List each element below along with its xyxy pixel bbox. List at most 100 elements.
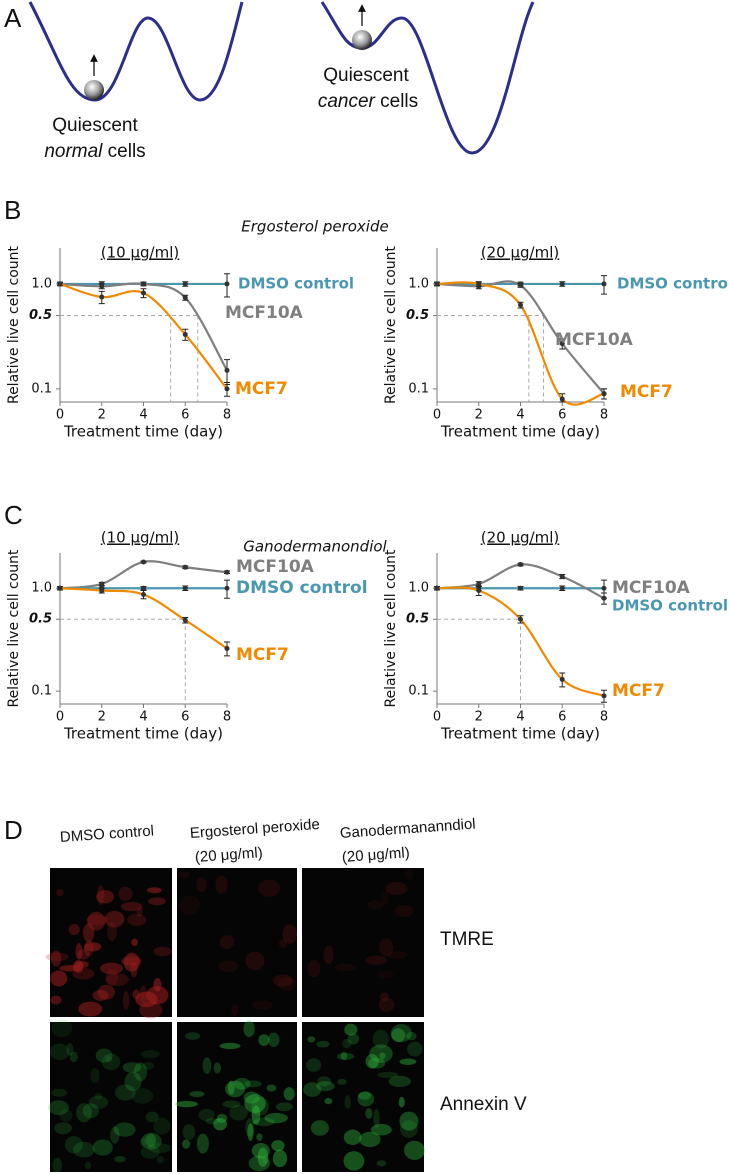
cell-signal [136,906,143,917]
micrograph [177,1022,297,1172]
series-line [436,563,605,600]
cell-signal [399,1120,418,1138]
cell-signal [140,1050,160,1059]
cell-signal [379,938,394,957]
cell-signal [59,1109,73,1122]
cell-signal [56,888,64,897]
cell-signal [340,1051,348,1060]
cell-signal [87,911,106,931]
cell-signal [90,1068,100,1084]
cell-signal [357,1091,375,1107]
x-tick-label: 8 [223,408,231,423]
cell-signal [283,1087,295,1101]
series-label: DMSO control [617,275,729,293]
data-point [182,585,188,591]
column-label: Ganodermananndiol [339,816,476,842]
y-tick-label: 0.5 [406,308,429,323]
data-point [141,585,146,591]
cell-signal [307,960,321,978]
data-point [224,569,230,575]
cell-signal [77,949,90,960]
data-point [224,386,230,392]
x-tick-label: 4 [139,408,147,423]
cell-signal [156,1156,164,1164]
cell-signal [198,1108,215,1122]
cell-signal [95,1048,113,1063]
energy-landscape [28,1,244,102]
landscape-label: cancer cells [318,91,418,112]
cell-signal [131,1088,154,1104]
cell-signal [54,1122,73,1135]
data-point [601,391,607,397]
cell-signal [123,952,140,972]
cell-signal [390,1024,412,1043]
data-point [182,331,188,337]
cell-signal [114,1156,126,1163]
cell-signal [391,1028,406,1043]
x-tick-label: 6 [181,710,189,725]
cell-signal [153,978,162,992]
cell-signal [262,1155,270,1164]
cell-signal [358,1091,372,1100]
cell-signal [222,1100,241,1108]
x-tick-label: 8 [600,710,608,725]
cell-signal [122,1062,142,1073]
word: cells [108,141,146,162]
cell-signal [122,991,130,1010]
y-tick-label: 1.0 [408,581,429,596]
cell-signal [130,961,138,978]
cell-signal [399,1111,419,1131]
x-tick-label: 2 [98,710,106,725]
y-tick-label: 0.1 [31,684,52,699]
cell-signal [227,1080,235,1095]
cell-signal [277,976,296,991]
cell-signal [385,881,408,895]
cell-signal [225,1080,245,1098]
cell-signal [69,1051,78,1063]
data-point [559,574,565,580]
series-label: MCF10A [612,578,691,598]
data-point [57,585,63,591]
data-point [224,367,230,373]
data-point [99,283,105,289]
cell-signal [86,914,108,926]
cell-signal [343,1129,362,1145]
cell-signal [334,963,357,972]
series-label: MCF7 [235,379,288,399]
cell-signal [359,1131,381,1148]
cell-signal [365,1108,373,1120]
cell-signal [257,1147,269,1167]
chart-title: (10 μg/ml) [101,244,179,262]
cell-signal [133,1062,148,1082]
cell-signal [343,1151,365,1171]
cell-signal [127,913,147,926]
cell-signal [316,1081,335,1092]
x-axis-label: Treatment time (day) [63,725,223,743]
cell-signal [141,1132,162,1150]
cell-signal [266,1084,277,1092]
series-label: MCF7 [612,681,665,701]
cell-signal [377,1071,399,1079]
y-tick-label: 1.0 [408,276,429,291]
data-point [99,581,105,587]
series-label: MCF7 [236,645,289,665]
cell-signal [251,1143,270,1159]
cell-signal [243,1020,255,1038]
cell-signal [124,1071,142,1092]
micrographs [45,868,425,1173]
cell-signal [272,974,293,987]
italic-word: cancer [318,91,376,112]
cell-signal [264,1112,288,1124]
cell-signal [367,900,384,910]
cell-signal [216,1113,228,1124]
data-point [518,562,523,568]
cell-signal [179,895,200,916]
cell-signal [248,1155,270,1172]
data-point [476,588,482,594]
y-axis-label: Relative live cell count [6,549,22,708]
cell-signal [49,1043,70,1061]
panel-label: C [4,500,23,530]
cell-signal [219,935,235,950]
cell-signal [51,1019,73,1038]
cell-signal [256,1133,263,1141]
